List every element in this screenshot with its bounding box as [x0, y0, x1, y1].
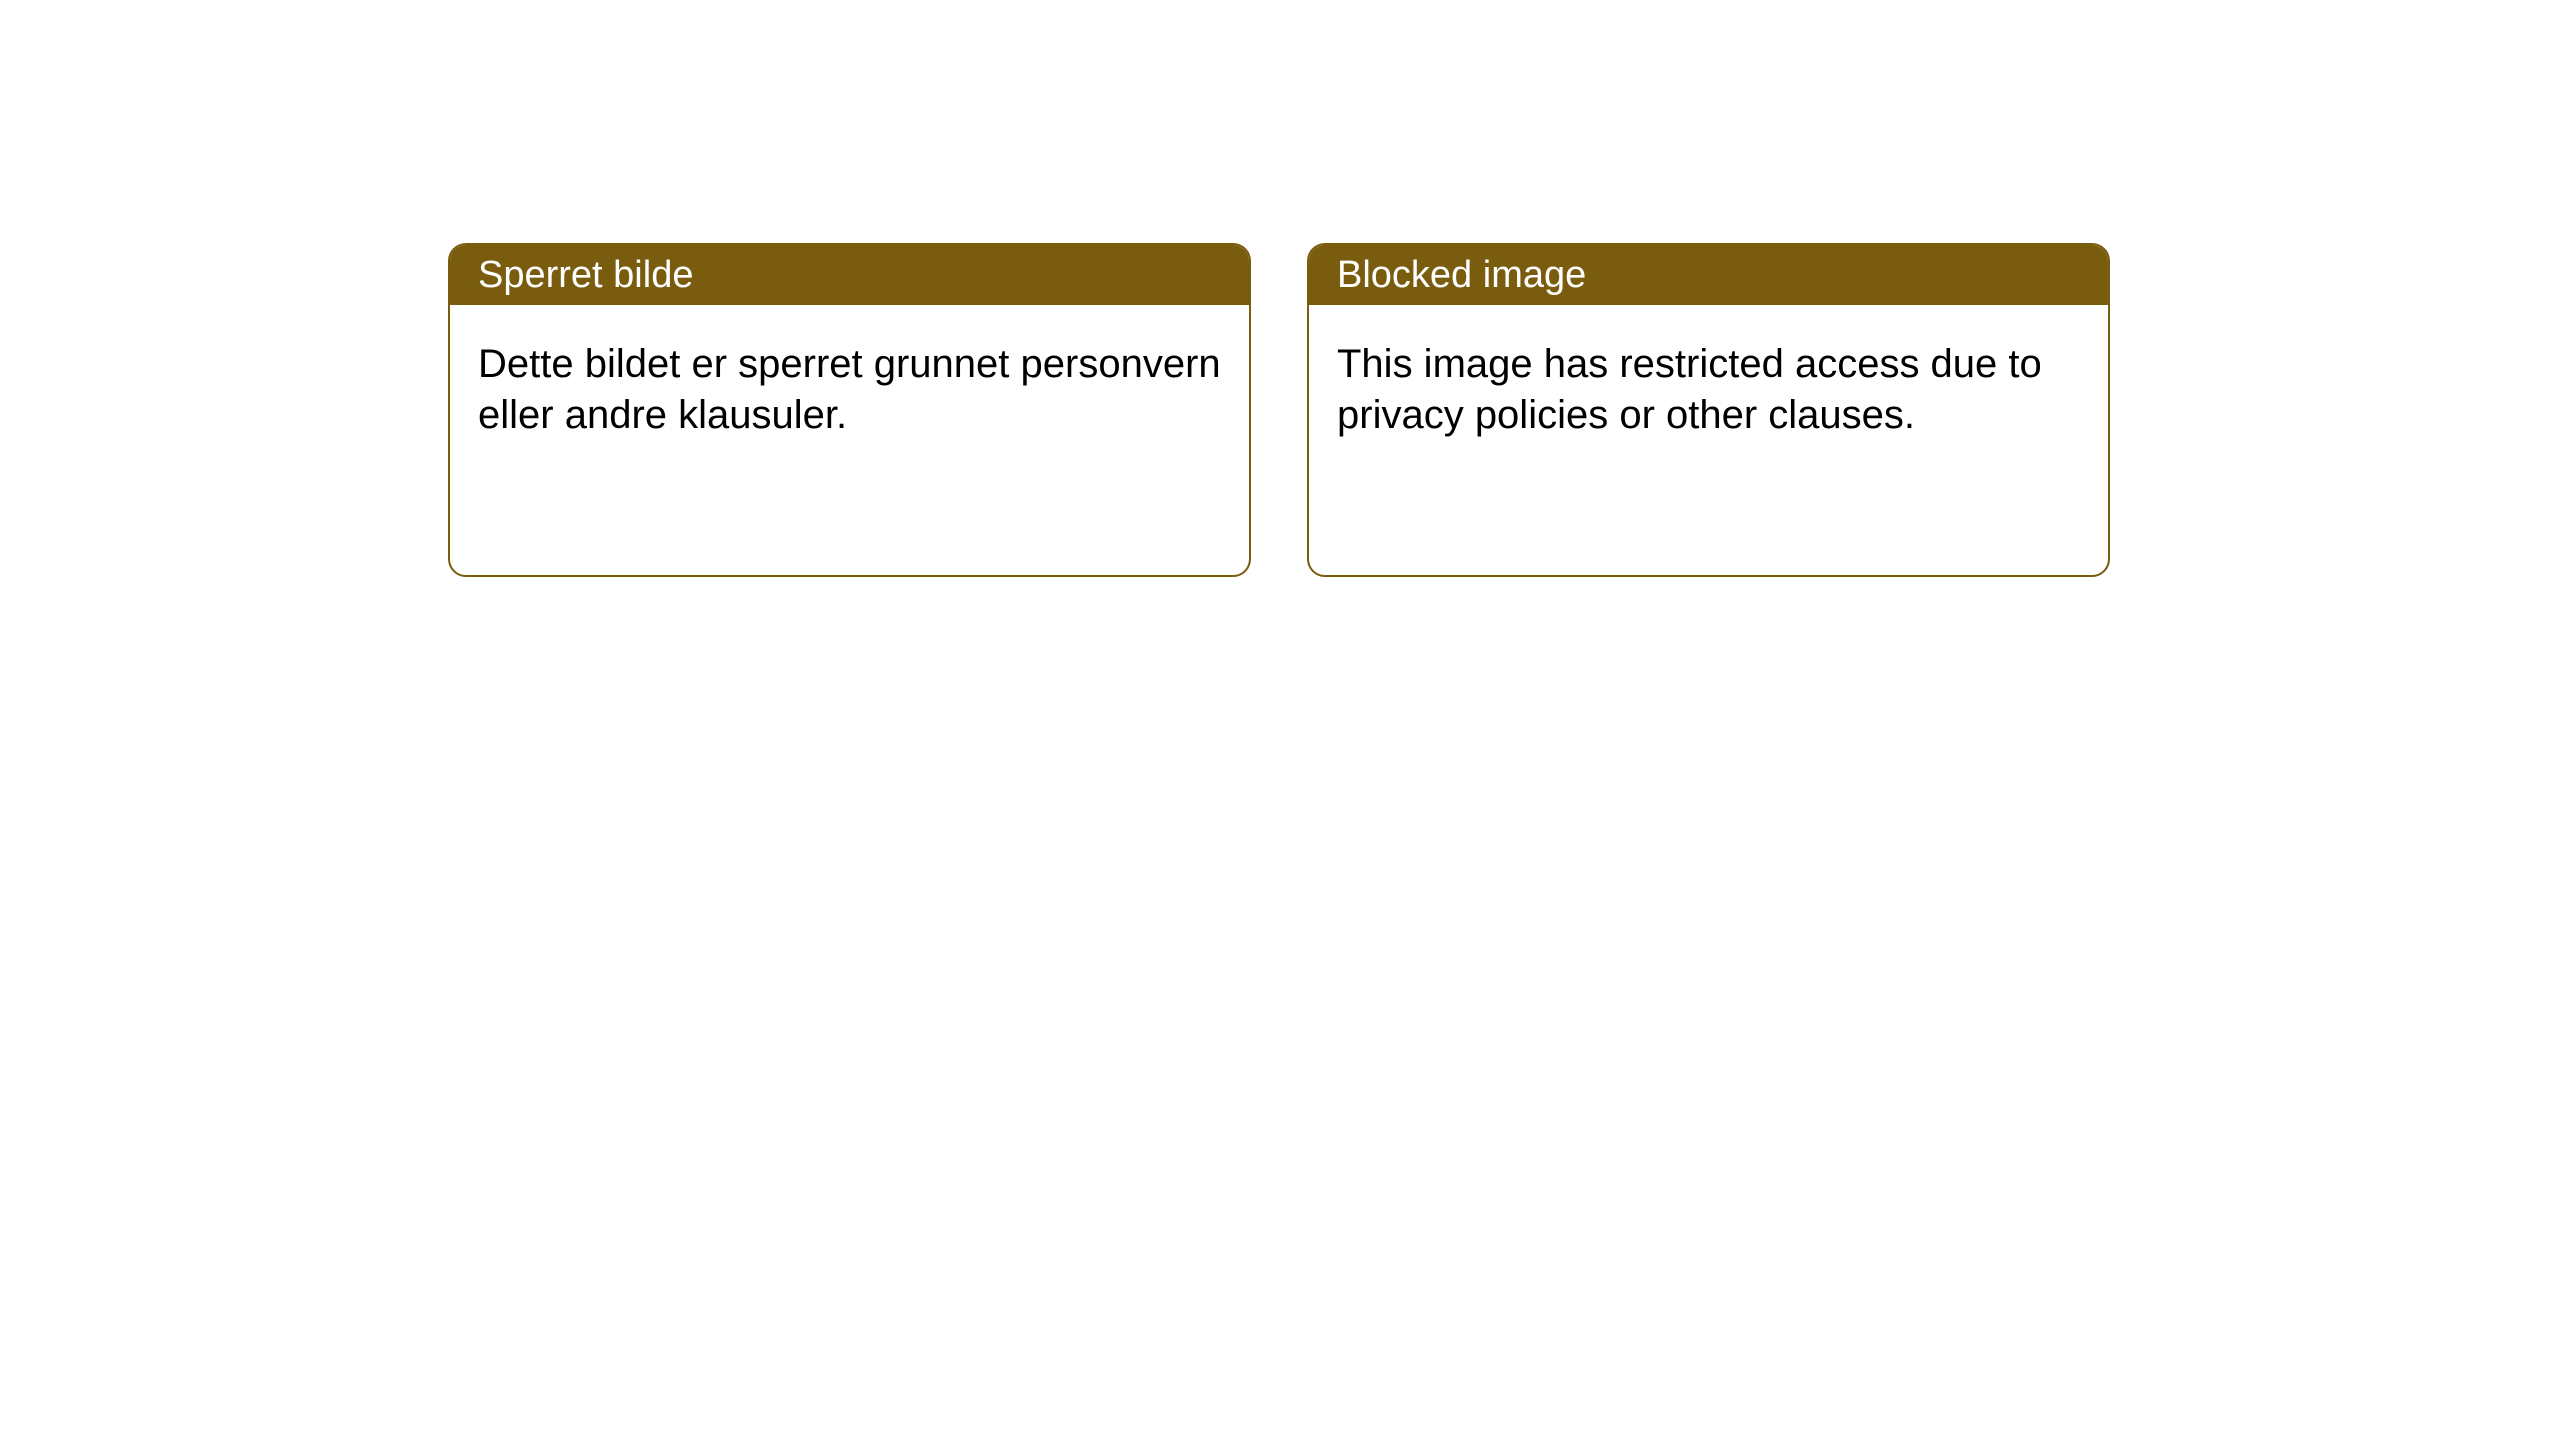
notice-card-body: This image has restricted access due to …	[1309, 305, 2108, 475]
notice-title: Sperret bilde	[478, 254, 693, 297]
notice-message: Dette bildet er sperret grunnet personve…	[478, 342, 1221, 437]
notice-card-norwegian: Sperret bilde Dette bildet er sperret gr…	[448, 243, 1251, 577]
notice-message: This image has restricted access due to …	[1337, 342, 2042, 437]
notice-title: Blocked image	[1337, 254, 1586, 297]
notice-card-english: Blocked image This image has restricted …	[1307, 243, 2110, 577]
notice-card-header: Sperret bilde	[450, 245, 1249, 305]
notice-container: Sperret bilde Dette bildet er sperret gr…	[0, 0, 2560, 577]
notice-card-body: Dette bildet er sperret grunnet personve…	[450, 305, 1249, 475]
notice-card-header: Blocked image	[1309, 245, 2108, 305]
